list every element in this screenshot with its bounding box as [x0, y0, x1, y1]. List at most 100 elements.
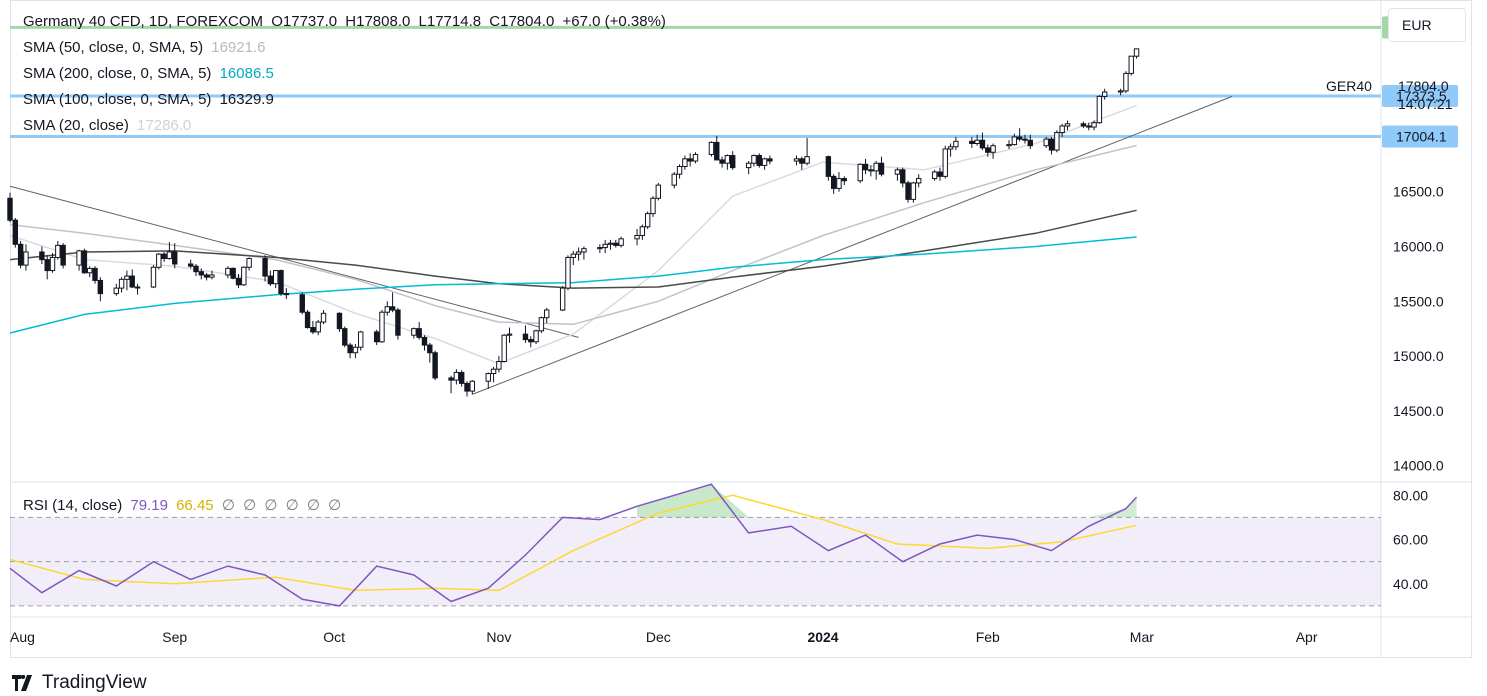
tradingview-logo[interactable]: TradingView	[12, 672, 147, 694]
candle-body	[804, 156, 810, 164]
price-tag-bg	[1382, 125, 1458, 148]
candle-body	[671, 173, 677, 186]
countdown-label: 14:07:21	[1398, 96, 1453, 112]
candle-body	[1006, 144, 1012, 147]
candle-body	[729, 155, 736, 169]
candle-body	[878, 162, 885, 175]
candle-body	[336, 312, 343, 330]
candle-body	[23, 251, 29, 266]
time-tick-label: Aug	[10, 629, 35, 645]
trendline[interactable]	[9, 185, 579, 338]
symbol-legend: Germany 40 CFD, 1D, FOREXCOM O17737.0 H1…	[23, 13, 670, 30]
rsi-tick-label: 40.00	[1393, 576, 1428, 592]
candle-body	[187, 263, 194, 267]
candle-body	[1016, 136, 1023, 140]
candle-body	[1054, 132, 1060, 151]
candle-body	[235, 277, 242, 286]
candle-body	[953, 140, 959, 148]
candle-body	[241, 266, 247, 286]
candle-body	[379, 311, 385, 343]
rsi-axis[interactable]: 40.00 60.00 80.00	[1393, 487, 1428, 592]
candle-body	[496, 361, 502, 370]
price-tick-label: 15000.0	[1393, 348, 1444, 364]
trendline[interactable]	[472, 95, 1233, 395]
candle-body	[427, 344, 433, 354]
candle-body	[262, 258, 268, 277]
time-axis[interactable]: Aug Sep Oct Nov Dec 2024 Feb Mar Apr	[10, 629, 1318, 645]
candle-body	[799, 158, 805, 164]
indicator-legend-sma200[interactable]: SMA (200, close, 0, SMA, 5) 16086.5	[23, 65, 278, 82]
candle-body	[485, 373, 491, 382]
candle-body	[501, 334, 507, 362]
candle-body	[198, 271, 205, 276]
candle-body	[358, 331, 364, 348]
candle-body	[873, 162, 879, 172]
indicator-value: 16329.9	[219, 91, 274, 108]
candle-body	[639, 226, 646, 237]
currency-button[interactable]: EUR	[1388, 8, 1466, 42]
candle-body	[868, 169, 874, 172]
candle-body	[1123, 72, 1129, 92]
rsi-band-background	[10, 516, 1381, 607]
close-value: C17804.0	[489, 13, 555, 30]
price-tag-bg	[1382, 85, 1458, 108]
sma100-line	[9, 209, 1137, 289]
rsi-legend[interactable]: RSI (14, close) 79.19 66.45 ∅ ∅ ∅ ∅ ∅ ∅	[23, 496, 345, 514]
trendlines[interactable]	[9, 95, 1233, 395]
candle-body	[969, 140, 975, 145]
candle-body	[432, 352, 438, 379]
symbol-tag: GER40	[1326, 78, 1372, 94]
candle-body	[1117, 90, 1124, 93]
candle-body	[570, 253, 576, 258]
rsi-value: 79.19	[130, 497, 168, 514]
indicator-label: SMA (200, close, 0, SMA, 5)	[23, 65, 212, 82]
candle-body	[352, 346, 359, 354]
candle-body	[278, 270, 284, 295]
rsi-tick-label: 80.00	[1393, 487, 1428, 503]
time-tick-label: Feb	[976, 629, 1000, 645]
candle-body	[655, 184, 662, 199]
candle-body	[602, 243, 608, 249]
candle-body	[1133, 48, 1140, 57]
rsi-extra: ∅	[306, 497, 320, 514]
candle-body	[830, 175, 837, 189]
candle-body	[682, 158, 688, 168]
candle-body	[506, 333, 513, 336]
candle-body	[650, 197, 656, 215]
chart-frame	[10, 0, 1472, 658]
candle-body	[421, 336, 428, 346]
time-tick-label: Nov	[486, 629, 511, 645]
indicator-label: SMA (50, close, 0, SMA, 5)	[23, 39, 204, 56]
price-tag-label: 17004.1	[1396, 128, 1447, 144]
candle-body	[448, 377, 454, 381]
candle-body	[209, 274, 215, 278]
candle-body	[618, 238, 624, 246]
candle-body	[1043, 138, 1049, 147]
candle-body	[676, 166, 683, 175]
candle-body	[714, 141, 720, 161]
candle-body	[411, 328, 417, 336]
candle-body	[724, 155, 731, 164]
indicator-value: 16086.5	[219, 65, 274, 82]
indicator-legend-sma20[interactable]: SMA (20, close) 17286.0	[23, 117, 195, 134]
candle-body	[193, 265, 199, 273]
candle-body	[857, 163, 863, 182]
candle-body	[469, 380, 476, 392]
indicator-legend-sma100[interactable]: SMA (100, close, 0, SMA, 5) 16329.9	[23, 91, 278, 108]
indicator-legend-sma50[interactable]: SMA (50, close, 0, SMA, 5) 16921.6	[23, 39, 269, 56]
candle-body	[310, 327, 316, 333]
candle-body	[453, 371, 460, 381]
indicator-label: SMA (100, close, 0, SMA, 5)	[23, 91, 212, 108]
candles	[7, 48, 1140, 397]
candle-body	[156, 253, 162, 268]
sma200-line	[9, 236, 1137, 334]
candle-body	[522, 333, 529, 341]
candle-body	[347, 344, 353, 354]
horizontal-levels[interactable]	[10, 25, 1381, 138]
price-axis[interactable]: 14000.0 14500.0 15000.0 15500.0 16000.0 16500…	[1393, 184, 1444, 474]
candle-body	[767, 158, 773, 162]
candle-body	[708, 141, 715, 155]
candle-body	[581, 248, 587, 253]
candle-body	[915, 178, 922, 184]
candle-body	[613, 242, 619, 246]
